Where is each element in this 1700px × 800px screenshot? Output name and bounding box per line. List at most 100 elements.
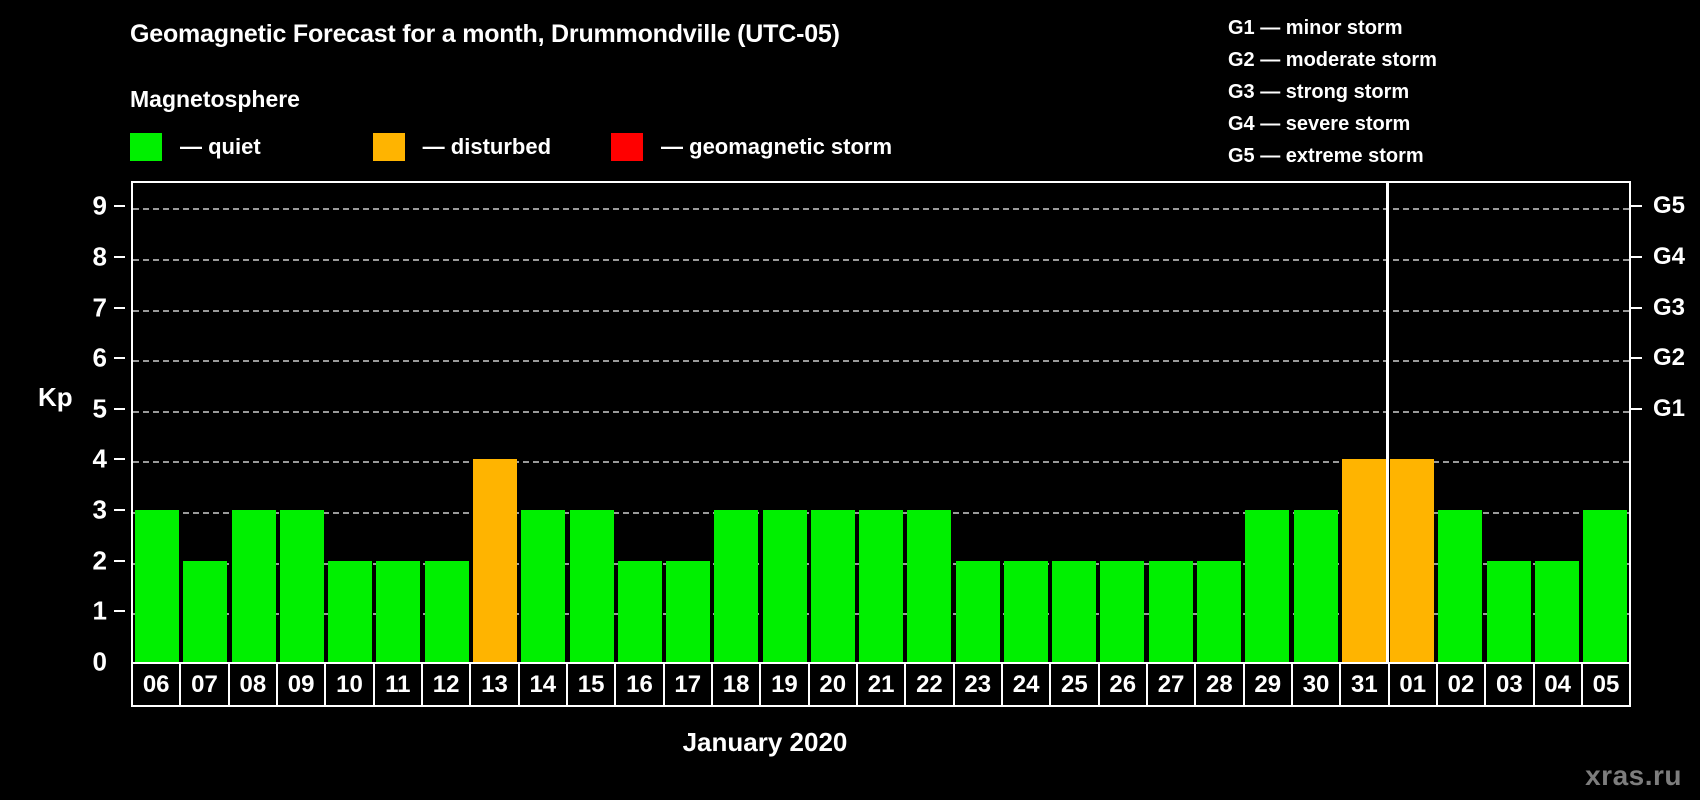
day-label-22[interactable]: 22 — [906, 662, 955, 707]
day-label-02[interactable]: 02 — [1437, 662, 1487, 707]
bar-slot[interactable] — [664, 183, 712, 662]
bar-series — [133, 183, 1629, 662]
bar-day-25[interactable] — [1052, 560, 1097, 662]
gridline-kp-4 — [133, 461, 1629, 464]
bar-day-12[interactable] — [424, 560, 469, 662]
bar-slot[interactable] — [133, 183, 181, 662]
bar-day-04[interactable] — [1534, 560, 1579, 662]
bar-slot[interactable] — [712, 183, 760, 662]
day-label-17[interactable]: 17 — [664, 662, 713, 707]
legend-entry-disturbed: — disturbed — [372, 133, 551, 161]
bar-day-19[interactable] — [762, 510, 807, 662]
bar-day-26[interactable] — [1100, 560, 1145, 662]
bar-slot[interactable] — [1484, 183, 1532, 662]
bar-slot[interactable] — [181, 183, 229, 662]
day-label-15[interactable]: 15 — [567, 662, 617, 707]
day-label-27[interactable]: 27 — [1147, 662, 1197, 707]
day-label-10[interactable]: 10 — [326, 662, 375, 707]
day-label-18[interactable]: 18 — [712, 662, 762, 707]
day-label-05[interactable]: 05 — [1582, 662, 1630, 707]
bar-day-14[interactable] — [521, 510, 566, 662]
y-tick-mark-1 — [114, 610, 125, 613]
bar-slot[interactable] — [857, 183, 905, 662]
day-label-29[interactable]: 29 — [1244, 662, 1293, 707]
bar-day-02[interactable] — [1438, 510, 1483, 662]
bar-day-09[interactable] — [279, 510, 324, 662]
day-label-25[interactable]: 25 — [1051, 662, 1100, 707]
bar-slot[interactable] — [567, 183, 615, 662]
bar-slot[interactable] — [1340, 183, 1388, 662]
day-label-24[interactable]: 24 — [1002, 662, 1052, 707]
bar-day-16[interactable] — [617, 560, 662, 662]
bar-slot[interactable] — [471, 183, 519, 662]
day-label-20[interactable]: 20 — [809, 662, 858, 707]
day-label-28[interactable]: 28 — [1196, 662, 1245, 707]
bar-day-06[interactable] — [135, 510, 180, 662]
bar-slot[interactable] — [1050, 183, 1098, 662]
bar-slot[interactable] — [1002, 183, 1050, 662]
bar-slot[interactable] — [1581, 183, 1629, 662]
bar-day-10[interactable] — [328, 560, 373, 662]
bar-slot[interactable] — [326, 183, 374, 662]
bar-day-18[interactable] — [714, 510, 759, 662]
bar-slot[interactable] — [905, 183, 953, 662]
bar-slot[interactable] — [1436, 183, 1484, 662]
bar-slot[interactable] — [374, 183, 422, 662]
bar-day-08[interactable] — [231, 510, 276, 662]
y-tick-label-8: 8 — [92, 241, 107, 272]
day-label-04[interactable]: 04 — [1534, 662, 1583, 707]
day-label-19[interactable]: 19 — [761, 662, 810, 707]
day-label-07[interactable]: 07 — [181, 662, 230, 707]
bar-day-03[interactable] — [1486, 560, 1531, 662]
bar-day-15[interactable] — [569, 510, 614, 662]
bar-day-22[interactable] — [907, 510, 952, 662]
day-label-23[interactable]: 23 — [954, 662, 1003, 707]
bar-day-23[interactable] — [955, 560, 1000, 662]
bar-slot[interactable] — [519, 183, 567, 662]
y-tick-label-9: 9 — [92, 190, 107, 221]
bar-day-30[interactable] — [1293, 510, 1338, 662]
bar-day-21[interactable] — [859, 510, 904, 662]
bar-slot[interactable] — [278, 183, 326, 662]
bar-slot[interactable] — [1388, 183, 1436, 662]
bar-day-31[interactable] — [1341, 459, 1386, 662]
day-label-01[interactable]: 01 — [1389, 662, 1438, 707]
bar-slot[interactable] — [1243, 183, 1291, 662]
day-label-09[interactable]: 09 — [277, 662, 327, 707]
bar-day-07[interactable] — [183, 560, 228, 662]
bar-day-11[interactable] — [376, 560, 421, 662]
bar-day-29[interactable] — [1245, 510, 1290, 662]
bar-slot[interactable] — [954, 183, 1002, 662]
day-label-30[interactable]: 30 — [1292, 662, 1342, 707]
day-label-12[interactable]: 12 — [422, 662, 472, 707]
day-label-16[interactable]: 16 — [616, 662, 665, 707]
day-label-31[interactable]: 31 — [1341, 662, 1390, 707]
bar-slot[interactable] — [616, 183, 664, 662]
bar-day-20[interactable] — [810, 510, 855, 662]
day-label-06[interactable]: 06 — [133, 662, 182, 707]
bar-slot[interactable] — [1147, 183, 1195, 662]
bar-slot[interactable] — [1195, 183, 1243, 662]
bar-slot[interactable] — [760, 183, 808, 662]
day-label-26[interactable]: 26 — [1099, 662, 1148, 707]
bar-day-05[interactable] — [1583, 510, 1628, 662]
bar-day-17[interactable] — [666, 560, 711, 662]
day-label-11[interactable]: 11 — [374, 662, 423, 707]
bar-day-01[interactable] — [1390, 459, 1435, 662]
bar-slot[interactable] — [230, 183, 278, 662]
bar-day-24[interactable] — [1003, 560, 1048, 662]
bar-day-27[interactable] — [1148, 560, 1193, 662]
bar-day-28[interactable] — [1196, 560, 1241, 662]
day-label-08[interactable]: 08 — [229, 662, 278, 707]
day-label-03[interactable]: 03 — [1486, 662, 1535, 707]
bar-slot[interactable] — [1098, 183, 1146, 662]
bar-slot[interactable] — [423, 183, 471, 662]
day-label-14[interactable]: 14 — [519, 662, 568, 707]
bar-slot[interactable] — [1291, 183, 1339, 662]
bar-day-13[interactable] — [472, 459, 517, 662]
bar-slot[interactable] — [1533, 183, 1581, 662]
day-label-13[interactable]: 13 — [471, 662, 520, 707]
gridline-kp-5 — [133, 410, 1629, 413]
bar-slot[interactable] — [809, 183, 857, 662]
day-label-21[interactable]: 21 — [857, 662, 907, 707]
